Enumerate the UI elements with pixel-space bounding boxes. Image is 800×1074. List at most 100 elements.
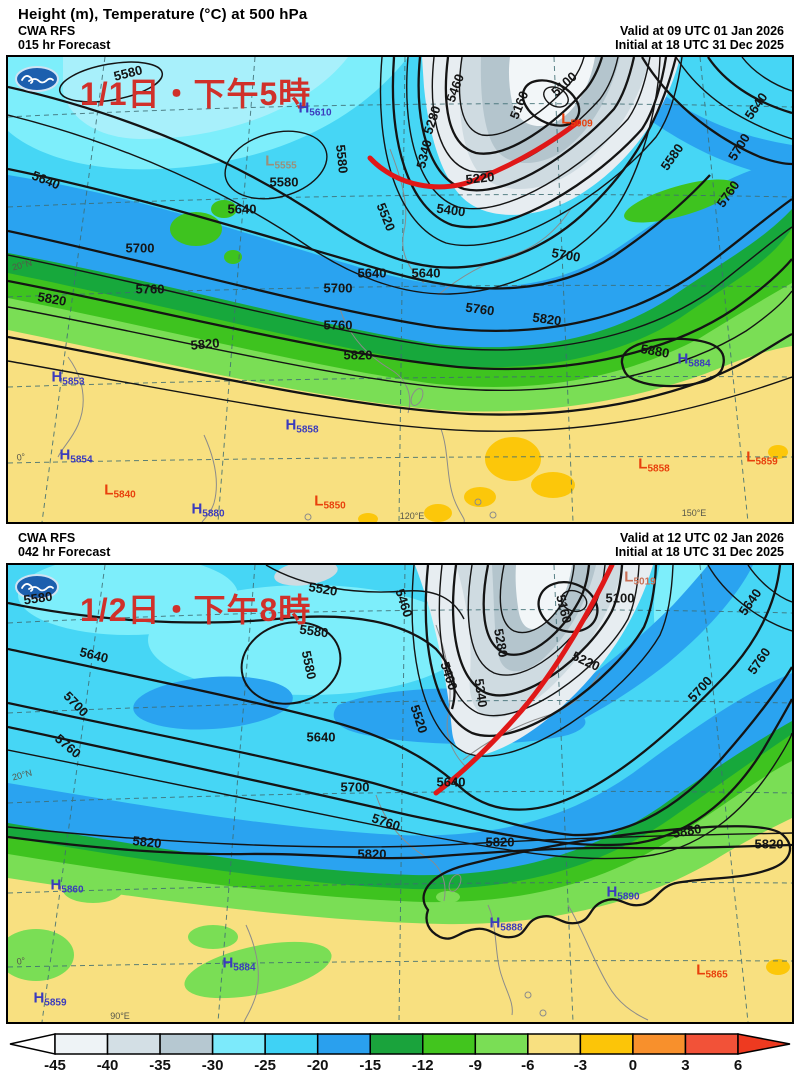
contour-label: 5400 xyxy=(435,200,467,220)
contour-label: 5160 xyxy=(553,593,575,625)
high-center-label: H5854 xyxy=(59,446,93,466)
low-center-label: L5840 xyxy=(104,481,136,501)
graticule-label: 150°E xyxy=(681,508,707,518)
cwa-logo-icon xyxy=(15,574,59,600)
low-center-label: L5019 xyxy=(624,568,656,588)
contour-label: 5820 xyxy=(343,347,373,363)
coastlines xyxy=(57,148,573,522)
contour-label: 5700 xyxy=(684,673,716,705)
graticule-label: 0° xyxy=(15,955,27,967)
map-labels: 5580 5520 5580 5580 5640 5700 5460 5100 5160 5280… xyxy=(8,565,792,1022)
colorbar-tick-label: -25 xyxy=(254,1057,276,1074)
colorbar-tick-label: -6 xyxy=(521,1057,534,1074)
contour-label: 5280 xyxy=(491,627,511,659)
contour-label: 5820 xyxy=(131,833,163,851)
contour-label: 5820 xyxy=(485,834,515,850)
graticule xyxy=(8,57,792,522)
colorbar-tick-label: -3 xyxy=(574,1057,587,1074)
contour-label: 5760 xyxy=(52,730,84,762)
contour-label: 5760 xyxy=(323,317,353,333)
forecast-hour: 015 hr Forecast xyxy=(18,38,111,52)
high-center-label: H5884 xyxy=(677,350,711,370)
contour-label: 5400 xyxy=(437,659,461,693)
graticule-label: 20°N xyxy=(10,257,34,273)
contour-label: 5700 xyxy=(340,779,370,795)
colorbar-tick-label: -40 xyxy=(97,1057,119,1074)
panel2-annotation: 1/2日・下午8時 xyxy=(80,592,312,628)
contour-label: 5640 xyxy=(436,774,466,790)
contour-label: 5640 xyxy=(411,265,441,281)
contour-label: 5700 xyxy=(60,688,92,720)
model-name: CWA RFS xyxy=(18,24,76,38)
colorbar-segment xyxy=(106,1033,161,1055)
height-contours xyxy=(8,565,792,940)
contour-label: 5640 xyxy=(735,585,765,619)
contour-label: 5520 xyxy=(407,702,431,736)
colorbar-tick-label: -35 xyxy=(149,1057,171,1074)
page-title: Height (m), Temperature (°C) at 500 hPa xyxy=(18,6,308,23)
model-name: CWA RFS xyxy=(18,531,76,545)
graticule xyxy=(8,565,792,1022)
contour-label: 5820 xyxy=(36,289,68,309)
contour-label: 5640 xyxy=(29,167,63,193)
contour-label: 5820 xyxy=(357,846,387,862)
contour-label: 5340 xyxy=(413,138,435,170)
colorbar-tick-label: -9 xyxy=(469,1057,482,1074)
low-center-label: L5850 xyxy=(314,492,346,512)
contour-label: 5640 xyxy=(78,644,110,666)
contour-label: 5580 xyxy=(269,174,299,190)
contour-label: 5760 xyxy=(369,810,403,834)
contour-label: 5460 xyxy=(392,586,416,620)
contour-label: 5880 xyxy=(639,341,671,361)
colorbar-tick-label: -15 xyxy=(359,1057,381,1074)
contour-label: 5340 xyxy=(471,677,491,709)
high-center-label: H5853 xyxy=(51,368,85,388)
graticule-label: 90°E xyxy=(110,1011,130,1021)
colorbar-left-arrow xyxy=(9,1033,56,1055)
high-center-label: H5858 xyxy=(285,416,319,436)
high-center-label: H5859 xyxy=(33,989,67,1009)
colorbar-segment xyxy=(211,1033,266,1055)
map-labels: 5580 5640 5580 5640 5700 5760 5820 5820 5700 5760… xyxy=(8,57,792,522)
map-artwork xyxy=(8,57,792,522)
high-center-label: H5890 xyxy=(606,883,640,903)
contour-label: 5700 xyxy=(323,280,353,296)
colorbar-tick-label: -12 xyxy=(412,1057,434,1074)
colorbar-tick-label: 0 xyxy=(629,1057,637,1074)
contour-label: 5640 xyxy=(357,265,387,281)
forecast-hour: 042 hr Forecast xyxy=(18,545,111,559)
contour-label: 5760 xyxy=(744,644,774,678)
colorbar-segment xyxy=(159,1033,214,1055)
low-center-label: L5009 xyxy=(561,110,593,130)
contour-label: 5520 xyxy=(373,200,399,234)
contour-label: 5820 xyxy=(754,836,784,852)
high-center-label: H5888 xyxy=(489,914,523,934)
map-artwork xyxy=(8,565,792,1022)
colorbar-tick-label: -20 xyxy=(307,1057,329,1074)
contour-label: 5580 xyxy=(298,621,330,641)
contour-label: 5280 xyxy=(420,103,444,137)
contour-label: 5160 xyxy=(506,88,532,122)
contour-label: 5760 xyxy=(713,177,743,211)
initial-time: Initial at 18 UTC 31 Dec 2025 xyxy=(615,545,784,559)
colorbar-segment xyxy=(684,1033,739,1055)
colorbar-tick-label: 3 xyxy=(681,1057,689,1074)
trough-line xyxy=(367,119,581,190)
colorbar-segment xyxy=(422,1033,477,1055)
contour-label: 5580 xyxy=(298,649,320,681)
contour-label: 5580 xyxy=(22,588,54,608)
valid-time: Valid at 12 UTC 02 Jan 2026 xyxy=(620,531,784,545)
colorbar-segment xyxy=(316,1033,371,1055)
colorbar-segment xyxy=(579,1033,634,1055)
graticule-label: 120°E xyxy=(399,511,425,521)
colorbar-segment xyxy=(54,1033,109,1055)
contour-label: 5820 xyxy=(531,309,563,329)
colorbar-segment xyxy=(527,1033,582,1055)
contour-label: 5640 xyxy=(741,89,771,123)
low-center-label: L5865 xyxy=(696,961,728,981)
high-center-label: H5860 xyxy=(50,876,84,896)
contour-label: 5820 xyxy=(189,335,221,353)
colorbar-segment xyxy=(369,1033,424,1055)
trough-line xyxy=(433,565,615,796)
